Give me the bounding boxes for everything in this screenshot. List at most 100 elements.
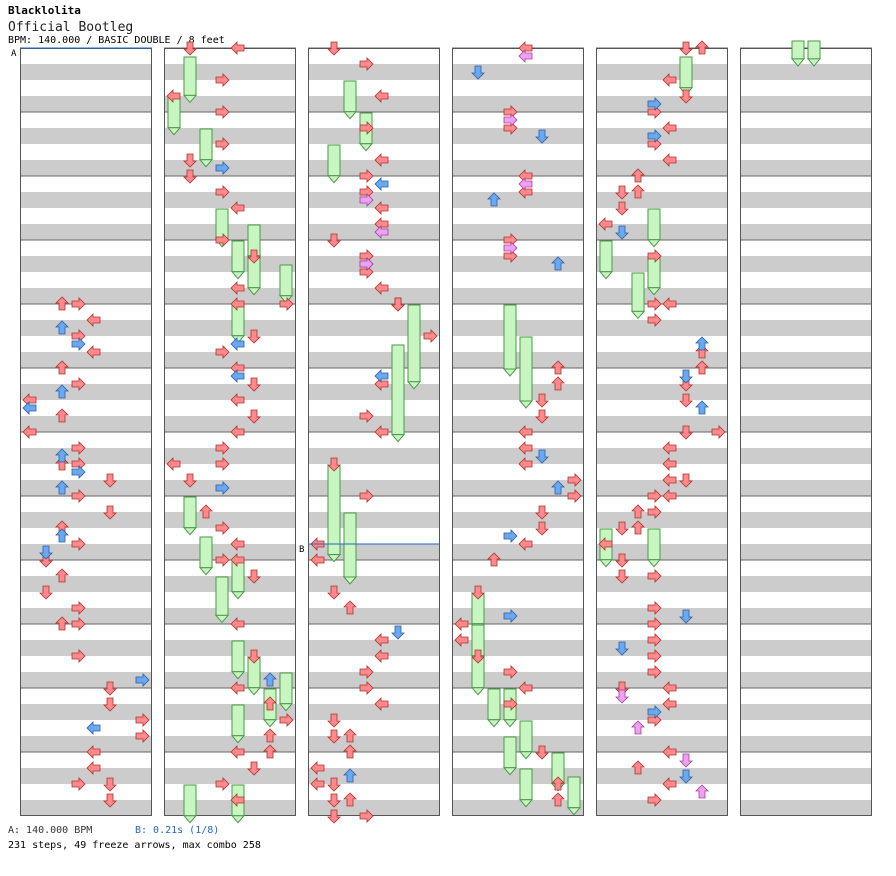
arrow-shape bbox=[103, 681, 117, 696]
arrow-shape bbox=[71, 537, 86, 551]
sixteenth-note-arrow bbox=[359, 257, 374, 271]
arrow-shape bbox=[215, 521, 230, 535]
quarter-note-arrow bbox=[374, 153, 389, 167]
chart-column bbox=[596, 47, 728, 816]
freeze-arrow bbox=[278, 672, 294, 712]
arrow-shape bbox=[679, 41, 693, 56]
arrow-shape bbox=[647, 569, 662, 583]
beat-stripe bbox=[740, 576, 872, 592]
freeze-body bbox=[567, 776, 581, 809]
freeze-arrow bbox=[326, 144, 342, 184]
beat-stripe bbox=[596, 768, 728, 784]
quarter-note-arrow bbox=[327, 41, 341, 56]
beat-stripe bbox=[164, 448, 296, 464]
beat-stripe bbox=[20, 672, 152, 688]
arrow-shape bbox=[247, 409, 261, 424]
freeze-body bbox=[215, 576, 229, 616]
quarter-note-arrow bbox=[230, 745, 245, 759]
beat-stripe bbox=[20, 160, 152, 176]
quarter-note-arrow bbox=[279, 297, 294, 311]
eighth-note-arrow bbox=[647, 97, 662, 111]
quarter-note-arrow bbox=[247, 649, 261, 664]
quarter-note-arrow bbox=[343, 792, 357, 807]
quarter-note-arrow bbox=[391, 297, 405, 312]
arrow-shape bbox=[535, 409, 549, 424]
freeze-body bbox=[503, 736, 517, 769]
quarter-note-arrow bbox=[359, 409, 374, 423]
arrow-shape bbox=[695, 400, 709, 415]
quarter-note-arrow bbox=[55, 568, 69, 583]
arrow-shape bbox=[615, 569, 629, 584]
beat-stripe bbox=[452, 128, 584, 144]
eighth-note-arrow bbox=[55, 320, 69, 335]
beat-stripe bbox=[740, 512, 872, 528]
quarter-note-arrow bbox=[518, 457, 533, 471]
bpm-marker-legend: A: 140.000 BPM bbox=[8, 825, 93, 836]
arrow-shape bbox=[662, 73, 677, 87]
quarter-note-arrow bbox=[230, 201, 245, 215]
arrow-shape bbox=[374, 649, 389, 663]
quarter-note-arrow bbox=[374, 281, 389, 295]
quarter-note-arrow bbox=[679, 473, 693, 488]
arrow-shape bbox=[662, 473, 677, 487]
quarter-note-arrow bbox=[662, 153, 677, 167]
beat-stripe bbox=[20, 128, 152, 144]
beat-stripe bbox=[596, 320, 728, 336]
beat-stripe bbox=[596, 544, 728, 560]
quarter-note-arrow bbox=[662, 745, 677, 759]
eighth-note-arrow bbox=[55, 480, 69, 495]
quarter-note-arrow bbox=[215, 521, 230, 535]
quarter-note-arrow bbox=[535, 505, 549, 520]
beat-stripe bbox=[20, 480, 152, 496]
quarter-note-arrow bbox=[230, 393, 245, 407]
eighth-note-arrow bbox=[86, 721, 101, 735]
arrow-shape bbox=[374, 425, 389, 439]
arrow-shape bbox=[535, 745, 549, 760]
arrow-shape bbox=[551, 376, 565, 391]
quarter-note-arrow bbox=[359, 121, 374, 135]
quarter-note-arrow bbox=[215, 185, 230, 199]
freeze-body bbox=[183, 784, 197, 817]
freeze-arrow bbox=[790, 40, 806, 67]
sixteenth-note-arrow bbox=[359, 193, 374, 207]
quarter-note-arrow bbox=[503, 697, 518, 711]
quarter-note-arrow bbox=[518, 441, 533, 455]
freeze-tail bbox=[598, 559, 614, 568]
beat-stripe bbox=[308, 544, 440, 560]
freeze-tail bbox=[230, 335, 246, 344]
quarter-note-arrow bbox=[103, 473, 117, 488]
arrow-shape bbox=[183, 169, 197, 184]
quarter-note-arrow bbox=[679, 41, 693, 56]
beat-stripe bbox=[308, 352, 440, 368]
quarter-note-arrow bbox=[374, 425, 389, 439]
arrow-shape bbox=[679, 753, 693, 768]
quarter-note-arrow bbox=[247, 329, 261, 344]
freeze-arrow bbox=[198, 536, 214, 576]
arrow-shape bbox=[215, 481, 230, 495]
arrow-shape bbox=[230, 337, 245, 351]
beat-stripe bbox=[452, 672, 584, 688]
arrow-shape bbox=[103, 777, 117, 792]
freeze-arrow bbox=[678, 56, 694, 96]
eighth-note-arrow bbox=[391, 625, 405, 640]
arrow-shape bbox=[71, 649, 86, 663]
quarter-note-arrow bbox=[551, 376, 565, 391]
quarter-note-arrow bbox=[535, 409, 549, 424]
arrow-shape bbox=[503, 609, 518, 623]
beat-stripe bbox=[740, 544, 872, 560]
quarter-note-arrow bbox=[647, 617, 662, 631]
arrow-shape bbox=[359, 809, 374, 823]
freeze-tail bbox=[646, 287, 662, 296]
column-border bbox=[164, 48, 296, 816]
arrow-shape bbox=[230, 425, 245, 439]
freeze-arrow bbox=[230, 640, 246, 680]
eighth-note-arrow bbox=[695, 400, 709, 415]
arrow-shape bbox=[679, 393, 693, 408]
arrow-shape bbox=[695, 360, 709, 375]
quarter-note-arrow bbox=[230, 281, 245, 295]
arrow-shape bbox=[310, 553, 325, 567]
arrow-shape bbox=[471, 649, 485, 664]
freeze-arrow bbox=[598, 240, 614, 280]
arrow-shape bbox=[86, 745, 101, 759]
arrow-shape bbox=[183, 473, 197, 488]
